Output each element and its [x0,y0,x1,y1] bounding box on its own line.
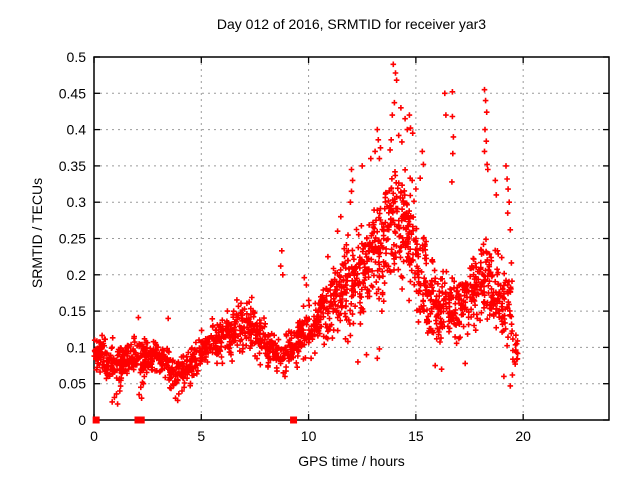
y-tick-label: 0.4 [67,122,87,138]
y-tick-label: 0.2 [67,267,87,283]
scatter-points [91,61,521,407]
x-tick-label: 15 [408,428,424,444]
y-tick-label: 0.35 [59,158,86,174]
y-tick-label: 0 [78,412,86,428]
y-tick-label: 0.3 [67,194,87,210]
x-axis-label: GPS time / hours [298,453,405,469]
y-tick-label: 0.05 [59,376,86,392]
zero-flag-squares [92,416,298,424]
zero-flag-square [290,416,298,424]
y-tick-label: 0.1 [67,339,87,355]
zero-flag-square [92,416,100,424]
x-tick-label: 20 [515,428,531,444]
y-tick-label: 0.25 [59,231,86,247]
y-tick-label: 0.5 [67,49,87,65]
x-tick-label: 10 [301,428,317,444]
y-tick-label: 0.15 [59,303,86,319]
tick-labels: 0 5 10 15 20 0 0.05 0.1 0.15 0.2 0.25 0.3 0.35 0.4 0.4… [59,49,531,444]
x-tick-label: 5 [197,428,205,444]
y-tick-label: 0.45 [59,85,86,101]
chart-title: Day 012 of 2016, SRMTID for receiver yar… [216,16,487,32]
zero-flag-square [137,416,145,424]
x-tick-label: 0 [90,428,98,444]
